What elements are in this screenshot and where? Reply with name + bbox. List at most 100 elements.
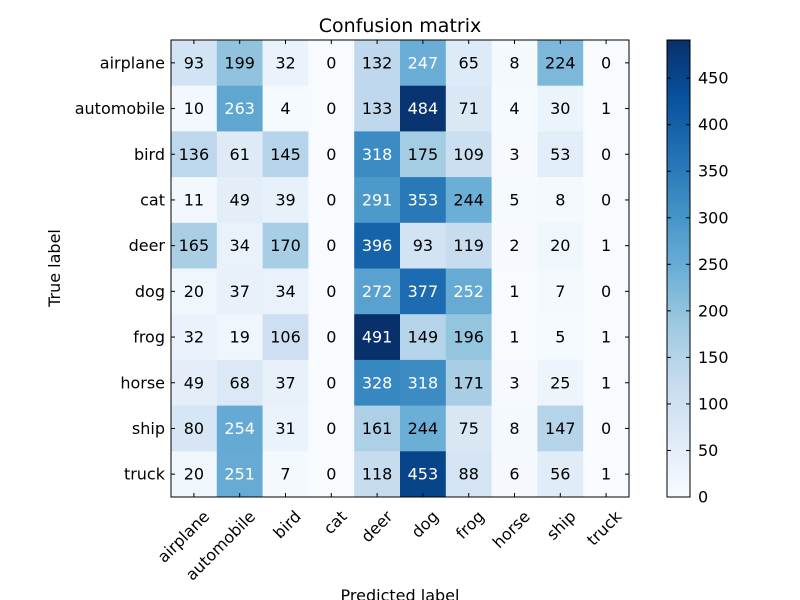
heatmap-cell [216, 85, 264, 132]
cell-value-label: 10 [184, 99, 204, 118]
heatmap-cell [216, 222, 264, 269]
cell-value-label: 244 [408, 419, 439, 438]
heatmap-cell [308, 359, 355, 407]
cell-value-label: 71 [459, 99, 479, 118]
cell-value-label: 118 [362, 465, 393, 484]
heatmap-cell [308, 222, 355, 269]
heatmap-cell [308, 177, 355, 224]
cell-value-label: 75 [459, 419, 479, 438]
heatmap-cell [354, 40, 401, 87]
cell-value-label: 5 [509, 190, 519, 209]
colorbar-tick-label: 200 [698, 301, 729, 320]
heatmap-cell [262, 314, 309, 361]
cell-value-label: 3 [509, 145, 519, 164]
heatmap-cell [262, 85, 309, 132]
cell-value-label: 32 [275, 53, 295, 72]
heatmap-cell [262, 359, 309, 407]
cell-value-label: 0 [601, 190, 611, 209]
cell-value-label: 56 [550, 465, 570, 484]
cell-value-label: 244 [453, 190, 484, 209]
x-tick-label: deer [357, 507, 396, 546]
heatmap-cell [583, 405, 630, 452]
heatmap-cell [445, 268, 493, 315]
y-tick-label: automobile [75, 99, 165, 118]
heatmap-cell [537, 222, 584, 269]
heatmap-cell [583, 359, 630, 407]
heatmap-cell [583, 268, 630, 315]
cell-value-label: 8 [509, 53, 519, 72]
cell-value-label: 252 [453, 282, 484, 301]
cell-value-label: 32 [184, 328, 204, 347]
heatmap-cell [583, 177, 630, 224]
cell-value-label: 0 [326, 190, 336, 209]
colorbar-tick-label: 150 [698, 348, 729, 367]
cell-value-label: 2 [509, 236, 519, 255]
heatmap-cell [491, 359, 538, 407]
cell-value-label: 37 [275, 373, 295, 392]
heatmap-cell [491, 268, 538, 315]
cell-value-label: 491 [362, 328, 393, 347]
cell-value-label: 0 [326, 53, 336, 72]
heatmap-cell [308, 40, 355, 87]
cell-value-label: 377 [408, 282, 439, 301]
heatmap-cell [216, 40, 264, 87]
cell-value-label: 1 [601, 328, 611, 347]
heatmap-cell [537, 451, 584, 498]
heatmap-cell [537, 85, 584, 132]
colorbar-tick-label: 450 [698, 69, 729, 88]
cell-value-label: 5 [555, 328, 565, 347]
cell-value-label: 0 [326, 282, 336, 301]
cell-value-label: 4 [509, 99, 519, 118]
cell-value-labels: 93 199 32 0 132 247 65 8 224 010 263 4 0 133 484 71 4 30 1… [179, 53, 612, 483]
y-tick-label: dog [135, 282, 165, 301]
heatmap-cell [262, 177, 309, 224]
heatmap-cell [216, 177, 264, 224]
heatmap-cell [308, 451, 355, 498]
heatmap-cell [354, 314, 401, 361]
cell-value-label: 0 [326, 373, 336, 392]
plot-frame [170, 39, 630, 498]
cell-value-label: 263 [224, 99, 255, 118]
heatmap-cell [400, 359, 447, 407]
heatmap-cell [262, 222, 309, 269]
heatmap-cell [262, 131, 309, 178]
heatmap-cell [491, 451, 538, 498]
heatmap-cell [583, 222, 630, 269]
cell-value-label: 396 [362, 236, 393, 255]
cell-value-label: 7 [555, 282, 565, 301]
cell-value-label: 1 [509, 282, 519, 301]
cell-value-label: 106 [270, 328, 301, 347]
heatmap-cell [537, 268, 584, 315]
y-tick-label: ship [132, 419, 165, 438]
heatmap-cell [491, 85, 538, 132]
heatmap-cell [354, 177, 401, 224]
cell-value-label: 0 [601, 419, 611, 438]
heatmap-cell [445, 405, 493, 452]
heatmap-cell [216, 405, 264, 452]
heatmap-cell [171, 177, 218, 224]
heatmap-cell [354, 268, 401, 315]
heatmap-cell [491, 177, 538, 224]
cell-value-label: 0 [326, 99, 336, 118]
cell-value-label: 20 [184, 282, 204, 301]
cell-value-label: 0 [326, 465, 336, 484]
cell-value-label: 8 [555, 190, 565, 209]
heatmap-cell [445, 131, 493, 178]
heatmap-cell [354, 359, 401, 407]
cell-value-label: 34 [275, 282, 295, 301]
cell-value-label: 53 [550, 145, 570, 164]
cell-value-label: 1 [601, 465, 611, 484]
cell-value-label: 318 [408, 373, 439, 392]
heatmap-cell [400, 131, 447, 178]
cell-value-label: 0 [601, 145, 611, 164]
cell-value-label: 0 [326, 419, 336, 438]
cell-value-label: 65 [459, 53, 479, 72]
heatmap-cell [491, 405, 538, 452]
cell-value-label: 199 [224, 53, 255, 72]
heatmap-cell [400, 40, 447, 87]
cell-value-label: 318 [362, 145, 393, 164]
cell-value-label: 272 [362, 282, 393, 301]
cell-value-label: 119 [453, 236, 484, 255]
colorbar-ticks: 0 50 100 150 200 250 300 350 400 450 [667, 69, 729, 507]
heatmap-cell [308, 268, 355, 315]
